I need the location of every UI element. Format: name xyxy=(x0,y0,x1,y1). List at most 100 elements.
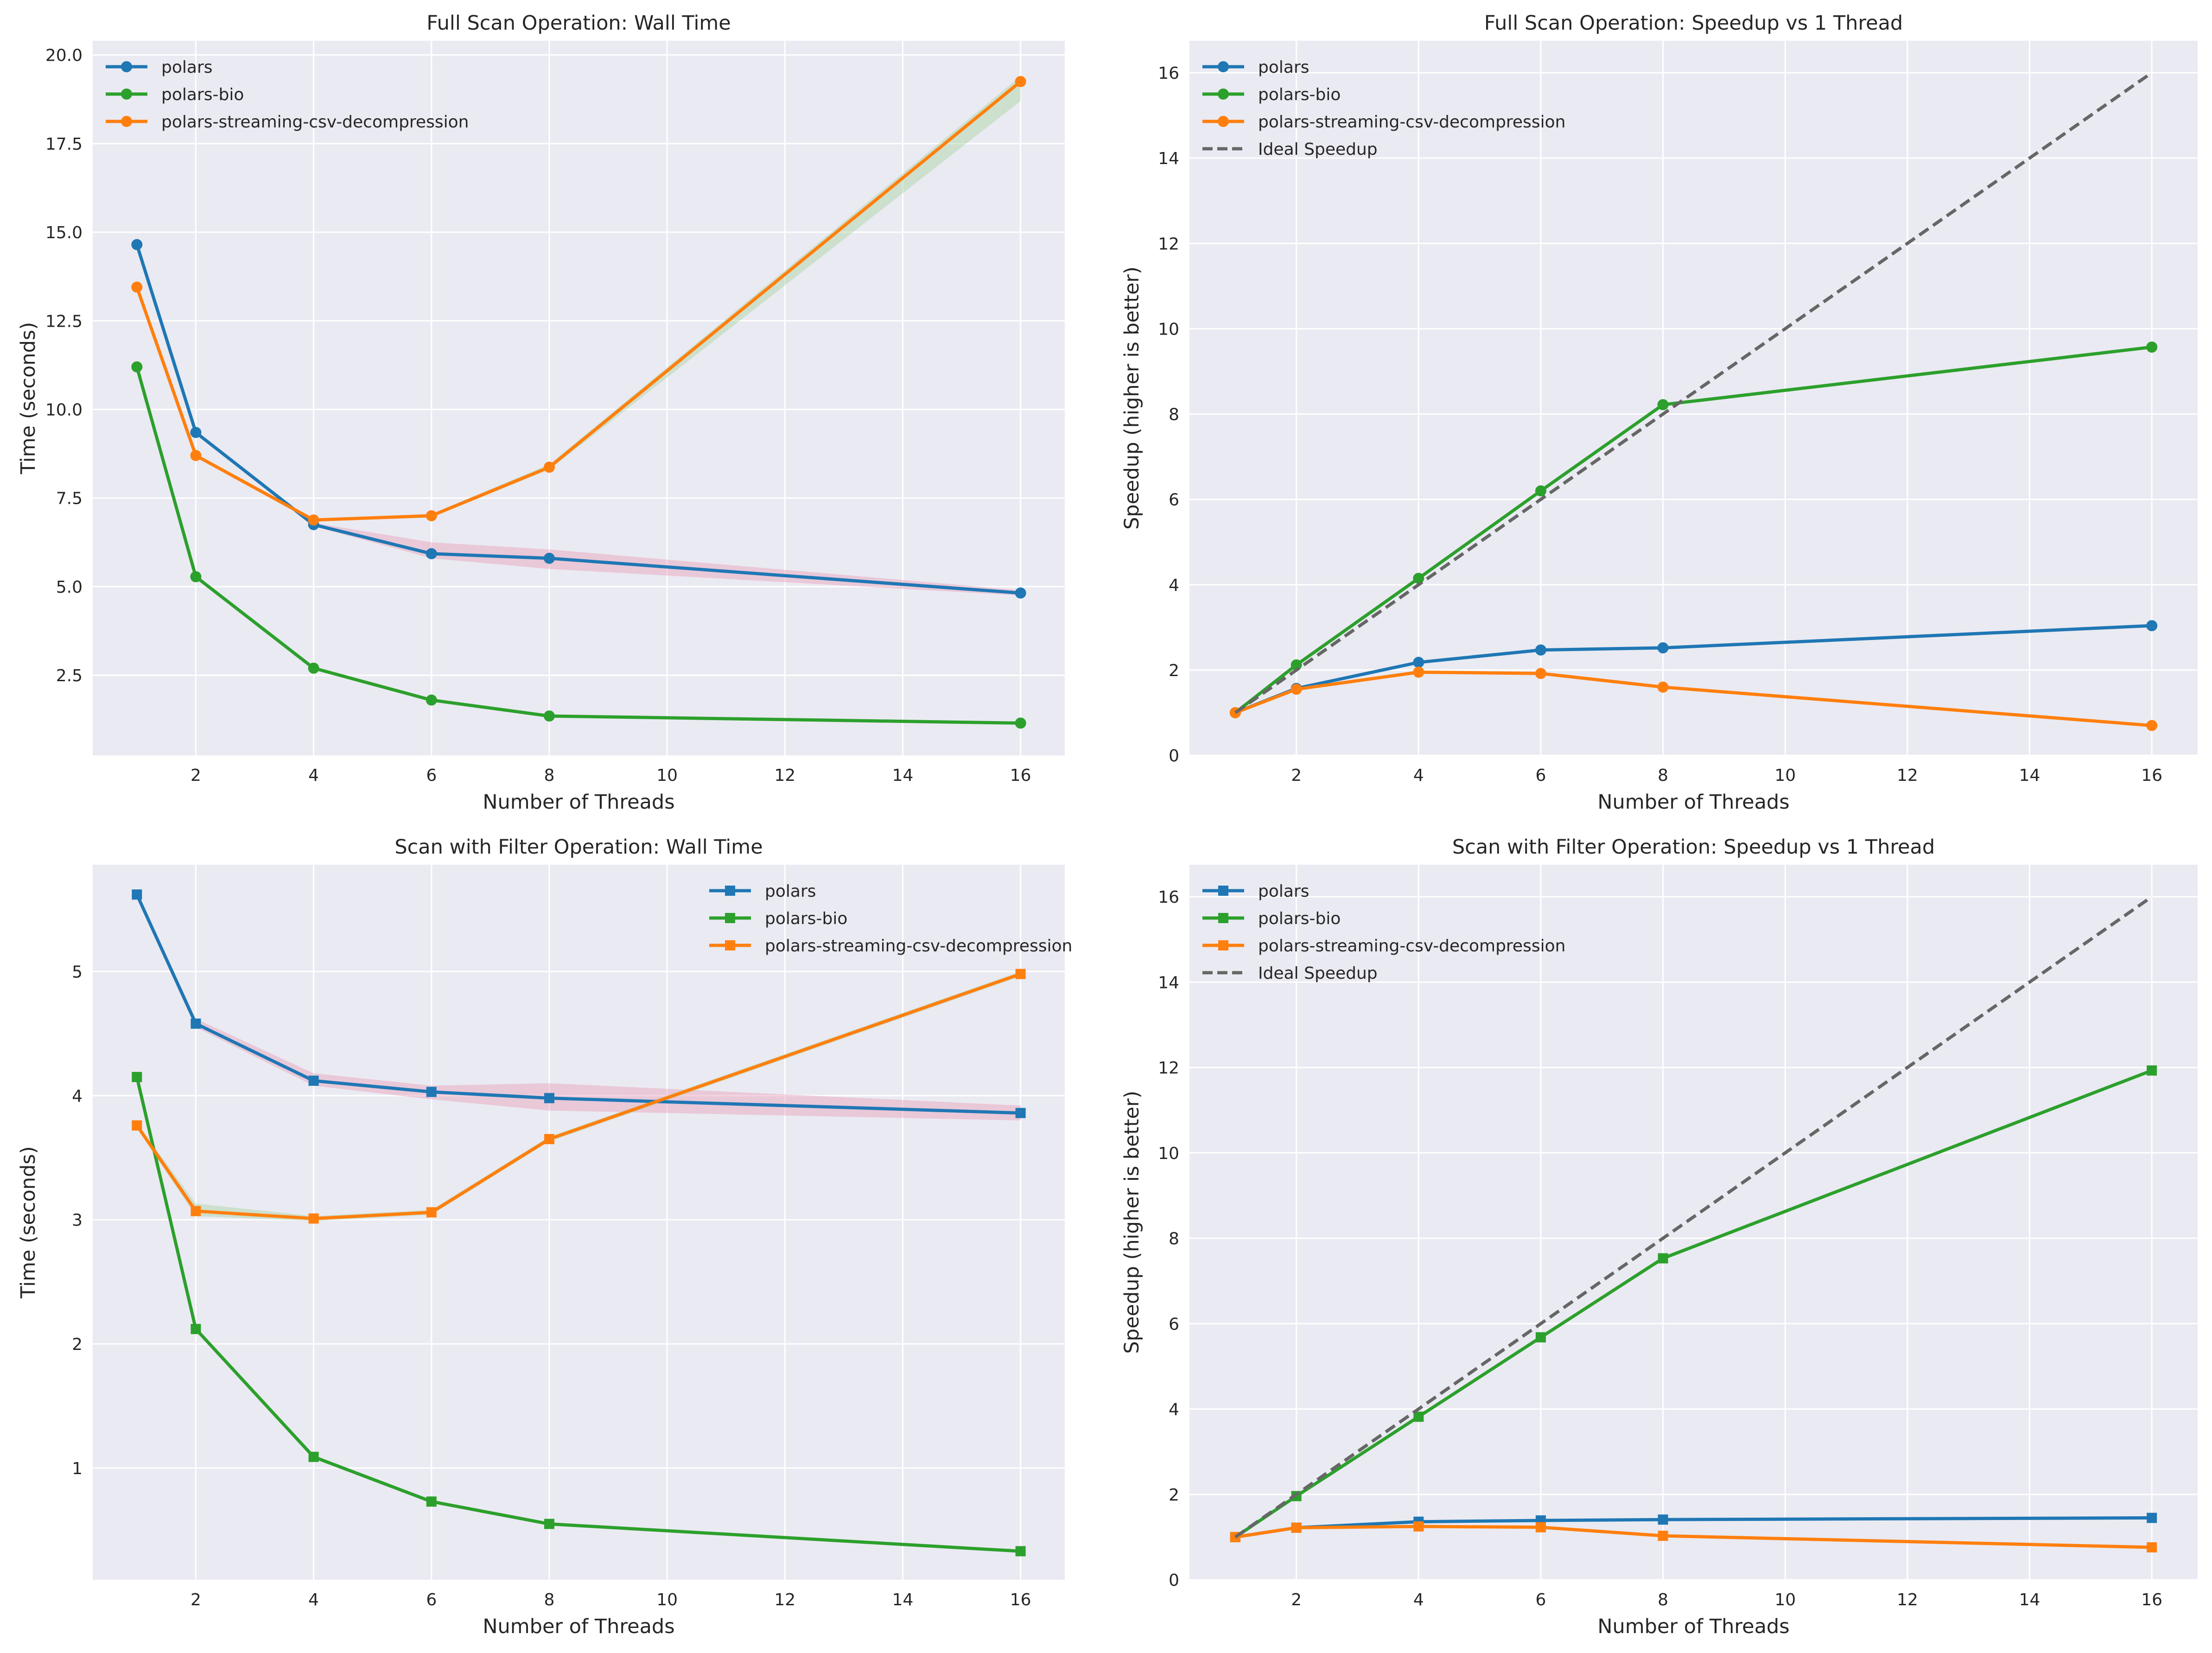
chart-panel-1: 2 4 6 8 10 12 14 16 2.5 5.0 7.5 10.0 12.5 15.0 17.5 20.… xyxy=(17,12,1065,814)
data-point-polars-streaming-csv-decompression xyxy=(1291,1522,1302,1533)
x-tick-label: 14 xyxy=(2019,766,2040,785)
legend-marker xyxy=(725,913,735,923)
y-tick-label: 4 xyxy=(72,1087,83,1106)
x-tick-label: 2 xyxy=(191,766,201,785)
data-point-polars xyxy=(426,1087,437,1097)
data-point-polars-streaming-csv-decompression xyxy=(131,281,143,293)
chart-panel-4: 2 4 6 8 10 12 14 16 0 2 4 6 8 10 12 14 16 Scan with Filte… xyxy=(1120,836,2198,1638)
legend-label: polars xyxy=(765,882,816,901)
x-tick-label: 14 xyxy=(2019,1590,2040,1609)
x-tick-label: 10 xyxy=(1774,1590,1796,1609)
y-axis-label: Time (seconds) xyxy=(17,1146,40,1298)
data-point-polars xyxy=(190,427,202,438)
series-line-polars xyxy=(135,244,1021,595)
legend-label: polars xyxy=(161,58,213,77)
data-point-polars xyxy=(191,1018,201,1029)
data-point-polars-streaming-csv-decompression xyxy=(544,1134,554,1145)
data-point-polars-streaming-csv-decompression xyxy=(1658,1531,1668,1541)
data-point-polars-streaming-csv-decompression xyxy=(426,510,437,521)
x-tick-label: 2 xyxy=(191,1590,201,1609)
series-line-polars xyxy=(135,893,1021,1115)
legend-label: polars xyxy=(1258,882,1309,901)
data-point-polars-bio xyxy=(1535,1332,1546,1343)
data-point-polars xyxy=(1015,1108,1026,1118)
legend-marker xyxy=(121,61,132,72)
y-tick-label: 6 xyxy=(1169,491,1179,510)
data-point-polars xyxy=(1015,587,1026,599)
chart-panel-2: 2 4 6 8 10 12 14 16 0 2 4 6 8 10 12 14 16 Full Scan Opera… xyxy=(1120,12,2198,814)
data-point-polars-bio xyxy=(544,1519,554,1529)
data-point-polars-streaming-csv-decompression xyxy=(191,1206,201,1216)
data-point-polars-bio xyxy=(1413,572,1424,584)
x-tick-label: 12 xyxy=(1897,766,1918,785)
data-point-polars-streaming-csv-decompression xyxy=(1657,681,1669,693)
legend-label: polars-bio xyxy=(765,909,847,928)
legend-marker xyxy=(121,116,132,127)
legend-label: polars-bio xyxy=(1258,85,1341,104)
data-point-polars-streaming-csv-decompression xyxy=(132,1120,142,1131)
legend-label: polars-streaming-csv-decompression xyxy=(1258,113,1565,132)
series-line-polars-streaming-csv-decompression xyxy=(1234,671,2152,728)
y-tick-label: 8 xyxy=(1169,1229,1179,1248)
legend-marker xyxy=(725,886,735,896)
data-point-polars-bio xyxy=(131,361,143,373)
data-point-polars-bio xyxy=(2146,341,2158,353)
legend-label: Ideal Speedup xyxy=(1258,140,1378,159)
y-tick-label: 14 xyxy=(1158,149,1179,168)
data-point-polars-bio xyxy=(1290,659,1302,671)
x-tick-label: 6 xyxy=(1536,766,1546,785)
x-tick-label: 4 xyxy=(308,1590,319,1609)
x-axis-label: Number of Threads xyxy=(1597,791,1789,814)
legend-label: Ideal Speedup xyxy=(1258,964,1378,983)
data-point-polars-bio xyxy=(1535,485,1546,497)
series-line-polars-streaming-csv-decompression xyxy=(135,972,1021,1220)
y-tick-label: 12 xyxy=(1158,234,1179,253)
y-tick-label: 12 xyxy=(1158,1059,1179,1078)
y-tick-label: 17.5 xyxy=(45,135,83,154)
data-point-polars-streaming-csv-decompression xyxy=(426,1207,437,1218)
chart-title: Full Scan Operation: Speedup vs 1 Thread xyxy=(1484,12,1903,35)
y-tick-label: 12.5 xyxy=(45,312,83,331)
data-point-polars-streaming-csv-decompression xyxy=(2146,720,2158,731)
legend-label: polars-streaming-csv-decompression xyxy=(1258,937,1565,956)
x-tick-label: 14 xyxy=(892,766,914,785)
x-tick-label: 12 xyxy=(774,1590,795,1609)
legend-marker xyxy=(1218,913,1228,923)
data-point-polars-streaming-csv-decompression xyxy=(1535,668,1546,679)
y-tick-label: 3 xyxy=(72,1211,83,1230)
x-axis-label: Number of Threads xyxy=(1597,1615,1789,1638)
x-tick-label: 14 xyxy=(892,1590,914,1609)
x-tick-label: 2 xyxy=(1291,1590,1302,1609)
data-point-polars xyxy=(1413,657,1424,668)
legend-marker xyxy=(1218,61,1229,72)
data-point-polars-streaming-csv-decompression xyxy=(1413,1521,1424,1532)
y-tick-label: 5.0 xyxy=(56,578,83,597)
legend: polars polars-bio polars-streaming-csv-dec… xyxy=(709,882,1072,956)
data-point-polars-streaming-csv-decompression xyxy=(543,462,555,473)
x-axis-label: Number of Threads xyxy=(483,791,674,814)
plot-area xyxy=(93,41,1065,755)
data-point-polars xyxy=(543,552,555,564)
y-tick-label: 16 xyxy=(1158,64,1179,83)
y-axis-label: Time (seconds) xyxy=(17,322,40,475)
data-point-polars-bio xyxy=(426,694,437,706)
data-point-polars-bio xyxy=(1658,1253,1668,1264)
data-point-polars-streaming-csv-decompression xyxy=(2147,1542,2157,1552)
x-tick-label: 10 xyxy=(1774,766,1796,785)
legend-marker xyxy=(121,89,132,100)
y-tick-label: 10.0 xyxy=(45,400,83,419)
x-tick-label: 4 xyxy=(1413,1590,1424,1609)
legend: polars polars-bio polars-streaming-csv-dec… xyxy=(1202,58,1565,159)
y-tick-label: 2 xyxy=(72,1335,83,1354)
x-tick-label: 6 xyxy=(1536,1590,1546,1609)
y-tick-label: 7.5 xyxy=(56,489,83,508)
data-point-polars xyxy=(1535,644,1546,656)
series-line-polars-bio xyxy=(1234,1069,2153,1539)
y-tick-label: 0 xyxy=(1169,1571,1179,1590)
data-point-polars-bio xyxy=(132,1072,142,1083)
data-point-polars-streaming-csv-decompression xyxy=(308,514,319,526)
y-tick-label: 8 xyxy=(1169,405,1179,424)
series-line-polars-bio xyxy=(135,1077,1021,1553)
legend-label: polars xyxy=(1258,58,1309,77)
